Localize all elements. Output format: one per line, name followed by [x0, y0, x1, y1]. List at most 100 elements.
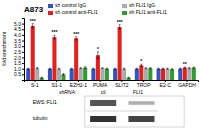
error-bar [92, 68, 94, 69]
legend-label: sh control IgG [55, 2, 86, 8]
tick-label: EZH2-1 [70, 82, 87, 88]
bar [61, 74, 65, 80]
bar [91, 69, 95, 80]
tick-label: 4.0 [14, 32, 21, 38]
tick: GAPDH [178, 80, 196, 88]
tick-label: SLIT2 [115, 82, 129, 88]
legend-swatch [122, 11, 127, 15]
tick-mark [22, 29, 24, 30]
bar [83, 68, 87, 80]
error-bar [123, 68, 125, 69]
tick-label: 0.5 [14, 71, 21, 77]
tick-label: PUMA [93, 82, 108, 88]
bar [26, 69, 30, 80]
tick-mark [22, 52, 24, 53]
tick: 2.5 [14, 49, 24, 55]
blot-label: FLI1 [133, 89, 143, 95]
tick-mark [22, 41, 24, 42]
legend-label: sh control anti-FLI1 [55, 9, 98, 15]
plot-area [26, 24, 196, 80]
error-bar [145, 68, 147, 69]
error-bar [32, 24, 34, 29]
y-axis-title: fold enrichment [1, 31, 7, 66]
tick: PUMA [93, 80, 108, 88]
error-bar [119, 25, 121, 30]
error-bar [80, 68, 82, 69]
tick-label: S1-1 [51, 82, 62, 88]
error-bar [193, 67, 195, 68]
tick-label: 4.5 [14, 26, 21, 32]
error-bar [97, 52, 99, 59]
error-bar [53, 35, 55, 38]
error-bar [106, 68, 108, 69]
tick-mark [22, 35, 24, 36]
bar [178, 69, 182, 80]
error-bar [27, 68, 29, 69]
blot-border [85, 96, 184, 127]
bar [35, 68, 39, 80]
tick: 4.5 [14, 26, 24, 32]
error-bar [84, 67, 86, 69]
legend-label: sh FLI1 IgG [129, 2, 155, 8]
bar [157, 69, 161, 80]
legend-swatch [122, 4, 127, 8]
error-bar [171, 69, 173, 70]
error-bar [149, 68, 151, 69]
error-bar [167, 68, 169, 69]
bar [79, 68, 83, 80]
error-bar [140, 64, 142, 66]
title: A873 [24, 5, 44, 14]
legend-item: sh control IgG [48, 2, 86, 8]
tick-mark [22, 46, 24, 47]
y-axis: 0.51.01.52.02.53.03.54.04.55.0 [14, 19, 24, 81]
significance-label: ** [183, 61, 187, 67]
error-bar [36, 68, 38, 69]
blot-label: tubulin [33, 115, 48, 121]
blot-label: shRNA: [59, 89, 77, 95]
tick-label: 3.5 [14, 38, 21, 44]
error-bar [184, 67, 186, 68]
blot-label: ctl [101, 89, 106, 95]
bar [52, 37, 56, 80]
error-bar [128, 77, 130, 78]
tick: E2-C [160, 80, 172, 88]
bar [100, 68, 104, 80]
tick-label: 5.0 [14, 21, 21, 27]
legend-item: sh control anti-FLI1 [48, 9, 98, 15]
error-bar [114, 68, 116, 69]
bar [135, 69, 139, 80]
tick-label: 2.5 [14, 49, 21, 55]
bar [187, 68, 191, 80]
significance-labels: **************** [30, 18, 187, 67]
tick: 0.5 [14, 71, 24, 77]
significance-label: *** [73, 31, 79, 37]
tick: S1-1 [51, 80, 62, 88]
bar [57, 69, 61, 80]
error-bar [62, 73, 64, 75]
tick-label: TROP [137, 82, 152, 88]
significance-label: * [97, 46, 99, 52]
legend-item: sh FLI1 anti-FLI1 [122, 9, 167, 15]
tick-label: 1.0 [14, 66, 21, 72]
bar [166, 69, 170, 80]
significance-label: *** [52, 29, 58, 35]
bar [192, 68, 196, 80]
bar [70, 69, 74, 80]
tick: 2.0 [14, 55, 24, 61]
error-bar [49, 68, 51, 69]
error-bar [158, 68, 160, 69]
tick-label: 3.0 [14, 43, 21, 49]
blot-label: EWS::FLI1 [33, 99, 57, 105]
tick-mark [22, 24, 24, 25]
tick-label: GAPDH [178, 82, 196, 88]
bar [127, 78, 131, 80]
tick: 5.0 [14, 21, 24, 27]
tick-mark [22, 63, 24, 64]
legend: sh control IgGsh control anti-FLI1 sh FLI… [48, 2, 167, 15]
bar [31, 26, 35, 80]
legend-swatch [48, 4, 53, 8]
bar [96, 55, 100, 80]
legend-item: sh FLI1 IgG [122, 2, 155, 8]
legend-swatch [48, 11, 53, 15]
significance-label: * [140, 58, 142, 64]
